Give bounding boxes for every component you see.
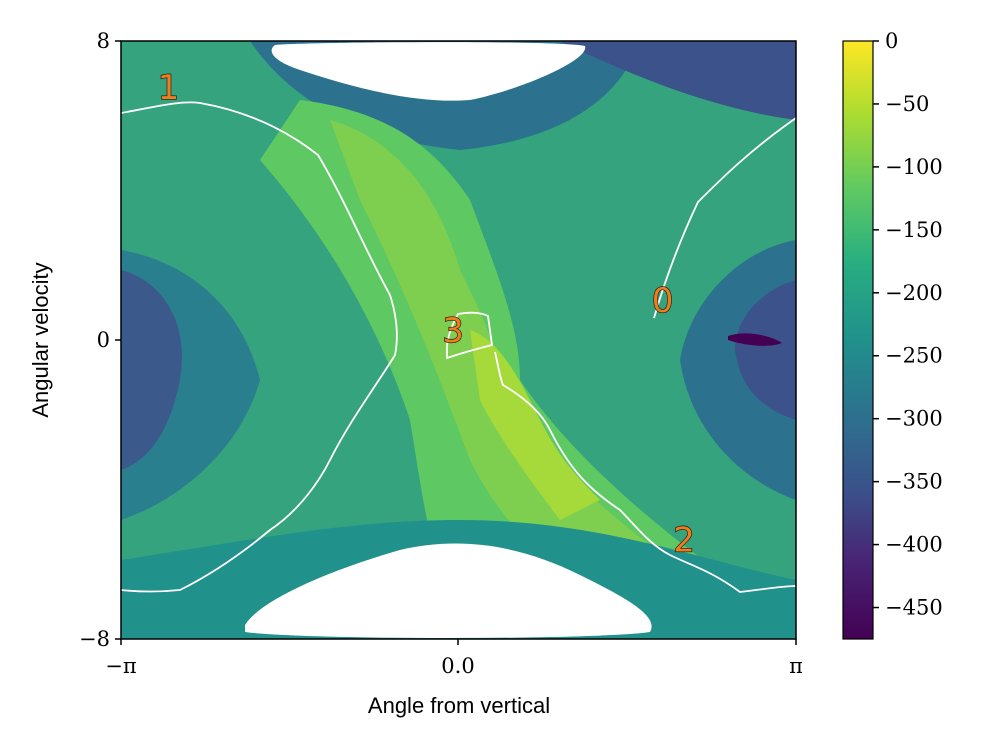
x-axis-title: Angle from vertical (368, 693, 550, 718)
x-tick-label: −π (105, 654, 137, 678)
colorbar-tick-label: −350 (885, 470, 943, 494)
boundary-line-0 (653, 117, 796, 319)
y-tick-label: 0 (97, 328, 110, 352)
x-tick-label: π (789, 654, 803, 678)
colorbar-ticks: 0 −50 −100 −150 −200 −250 −300 −350 −400 −450 (873, 29, 943, 620)
colorbar-tick-label: −250 (885, 344, 943, 368)
colorbar (842, 40, 874, 640)
contour-plot-area (121, 41, 796, 639)
colorbar-tick-label: −450 (885, 596, 943, 620)
colorbar-tick-label: −200 (885, 281, 943, 305)
x-tick-label: 0.0 (441, 654, 474, 678)
boundary-line-2 (494, 351, 796, 593)
region-label-0: 0 (652, 281, 674, 321)
colorbar-tick-label: −100 (885, 155, 943, 179)
boundary-lines (121, 101, 796, 593)
region-label-2: 2 (673, 520, 695, 560)
axis-ticks (115, 40, 797, 645)
boundary-line-3 (446, 311, 494, 360)
y-tick-label: −8 (79, 627, 110, 651)
colorbar-tick-label: −300 (885, 407, 943, 431)
colorbar-tick-label: 0 (885, 29, 898, 53)
y-axis-title: Angular velocity (28, 262, 53, 417)
region-labels: 1 0 3 2 (157, 67, 696, 561)
colorbar-tick-label: −150 (885, 218, 943, 242)
region-label-1: 1 (158, 68, 180, 108)
boundary-line-1 (121, 101, 398, 593)
colorbar-tick-label: −400 (885, 533, 943, 557)
y-tick-label: 8 (97, 29, 110, 53)
region-label-3: 3 (442, 311, 464, 351)
colorbar-tick-label: −50 (885, 92, 929, 116)
